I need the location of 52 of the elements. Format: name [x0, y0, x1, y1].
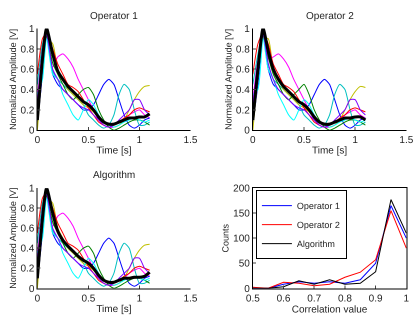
chart-title: Algorithm	[93, 170, 136, 181]
y-tick-label: 0.2	[20, 105, 35, 116]
x-tick-label: 1	[136, 135, 143, 146]
x-axis-title: Time [s]	[96, 304, 132, 315]
y-tick-label: 0.6	[236, 64, 250, 76]
legend-label: Algorithm	[296, 239, 335, 250]
y-tick-label: 0.6	[20, 64, 35, 76]
y-tick-label: 0.4	[236, 85, 250, 96]
x-tick-label: 1	[352, 135, 358, 146]
y-tick-label: 0.2	[236, 105, 250, 116]
y-axis-title: Normalized Amplitude [V]	[8, 28, 18, 130]
y-tick-label: 0	[244, 126, 250, 137]
y-tick-label: 0.2	[20, 264, 35, 275]
y-tick-label: 200	[233, 184, 250, 195]
y-tick-label: 0.8	[20, 204, 35, 215]
x-axis-title: Time [s]	[312, 146, 348, 157]
x-tick-label: 0.5	[246, 293, 260, 304]
y-tick-label: 150	[233, 208, 250, 220]
x-tick-label: 0.8	[338, 293, 352, 304]
chart-title: Operator 2	[306, 11, 354, 22]
y-axis-title: Counts	[220, 223, 230, 252]
y-tick-label: 1	[244, 24, 250, 35]
y-tick-label: 0.4	[20, 85, 35, 96]
y-axis-title: Normalized Amplitude [V]	[223, 28, 234, 130]
x-tick-label: 1.5	[184, 293, 198, 304]
x-tick-label: 1.5	[399, 135, 414, 146]
y-tick-label: 1	[28, 184, 35, 195]
y-tick-label: 0.6	[20, 224, 35, 235]
y-axis-title: Normalized Amplitude [V]	[8, 188, 18, 289]
x-tick-label: 0.7	[307, 293, 322, 304]
y-tick-label: 0	[244, 284, 250, 295]
x-tick-label: 1	[404, 293, 410, 304]
y-tick-label: 100	[233, 234, 250, 245]
x-tick-label: 0.5	[81, 135, 96, 146]
y-tick-label: 50	[238, 258, 250, 270]
x-tick-label: 0.6	[276, 293, 291, 304]
y-tick-label: 0	[28, 126, 35, 137]
y-tick-label: 1	[28, 24, 35, 35]
x-tick-label: 0.5	[297, 135, 312, 146]
x-tick-label: 0.5	[81, 293, 96, 304]
x-tick-label: 1	[136, 293, 143, 304]
y-tick-label: 0.8	[236, 44, 250, 56]
x-tick-label: 1.5	[184, 135, 198, 146]
legend-label: Operator 2	[296, 220, 340, 230]
chart-title: Operator 1	[90, 11, 138, 22]
x-axis-title: Time [s]	[96, 146, 132, 157]
y-tick-label: 0	[28, 284, 35, 295]
x-tick-label: 0.9	[368, 293, 384, 304]
y-tick-label: 0.4	[20, 244, 35, 255]
legend-label: Operator 1	[296, 201, 340, 212]
x-axis-title: Correlation value	[292, 304, 368, 316]
y-tick-label: 0.8	[20, 44, 35, 56]
